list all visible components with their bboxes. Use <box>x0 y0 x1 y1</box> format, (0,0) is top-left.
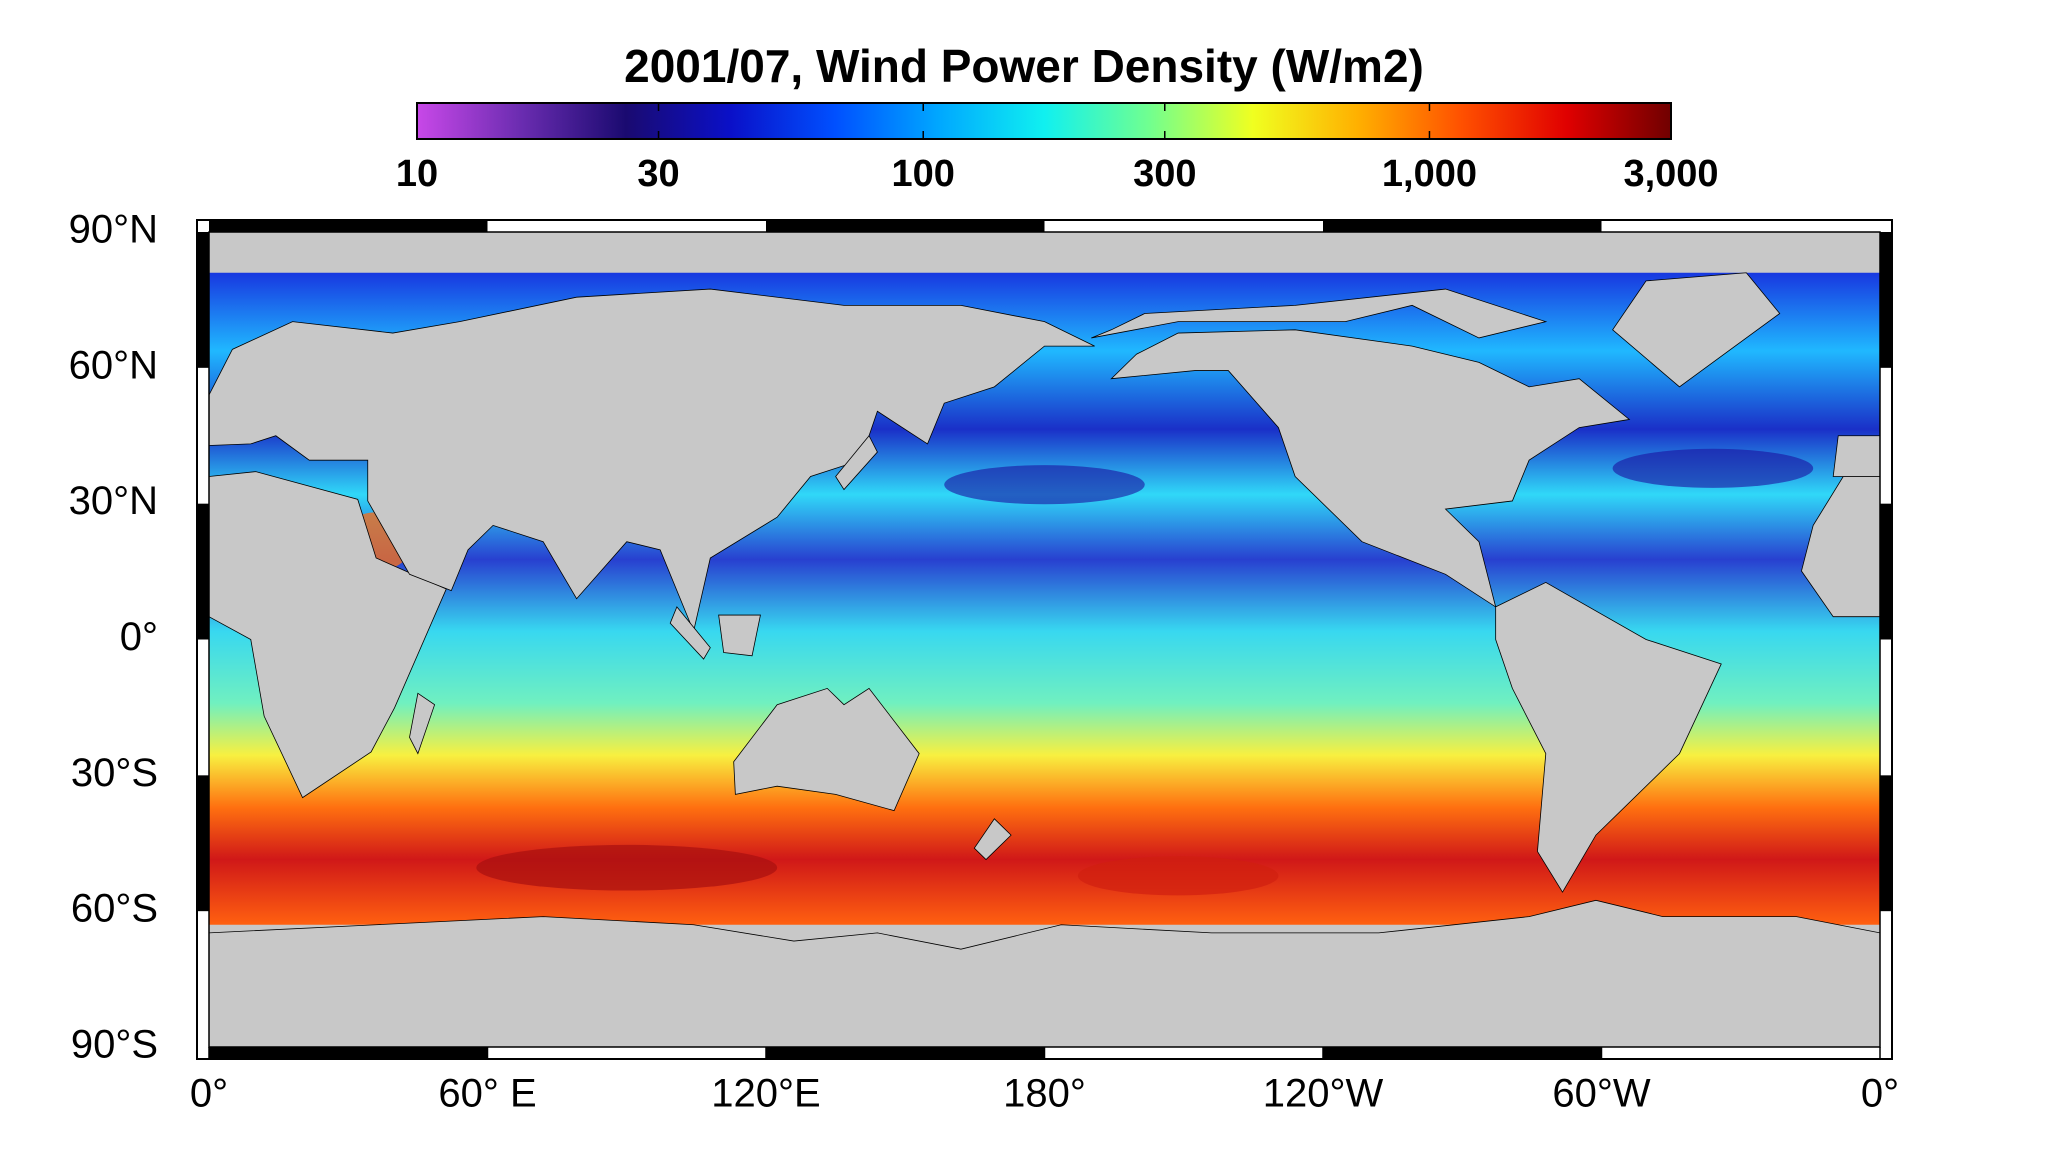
frame-segment <box>1880 503 1892 640</box>
colorbar: 10 30 100 300 1,000 3,000 <box>396 102 1719 195</box>
y-tick-label: 30°S <box>71 751 158 795</box>
map-frame: 0° 60° E 120°E 180° 120°W 60°W 0° 90°N 60°N 30°N 0… <box>69 208 1900 1116</box>
y-tick-label: 60°N <box>69 343 158 387</box>
colorbar-tick-label: 1,000 <box>1382 153 1477 195</box>
x-tick-label: 60° E <box>438 1072 536 1116</box>
y-tick-label: 90°S <box>71 1023 158 1067</box>
x-tick-label: 120°W <box>1263 1072 1384 1116</box>
y-tick-label: 90°N <box>69 208 158 252</box>
frame-segment <box>197 775 209 912</box>
frame-segment <box>1880 775 1892 912</box>
frame-segment <box>197 232 209 368</box>
y-tick-label: 0° <box>120 615 158 659</box>
x-tick-label: 0° <box>190 1072 228 1116</box>
colorbar-ramp <box>416 102 1672 140</box>
x-tick-label: 60°W <box>1552 1072 1650 1116</box>
y-tick-label: 60°S <box>71 887 158 931</box>
x-tick-label: 120°E <box>711 1072 820 1116</box>
colorbar-tick-label: 100 <box>892 153 955 195</box>
frame-segment <box>1880 232 1892 368</box>
x-tick-label: 180° <box>1003 1072 1086 1116</box>
frame-segment <box>766 220 1045 232</box>
frame-segment <box>197 503 209 640</box>
title: 2001/07, Wind Power Density (W/m2) <box>624 40 1424 92</box>
y-tick-label: 30°N <box>69 479 158 523</box>
frame-segment <box>209 1047 488 1059</box>
x-tick-label: 0° <box>1861 1072 1899 1116</box>
map-image <box>209 232 1880 1047</box>
frame-segment <box>1323 220 1602 232</box>
colorbar-tick-label: 3,000 <box>1623 153 1718 195</box>
frame-segment <box>209 220 488 232</box>
colorbar-tick-label: 30 <box>637 153 679 195</box>
frame-segment <box>1323 1047 1602 1059</box>
colorbar-tick-label: 10 <box>396 153 438 195</box>
frame-segment <box>766 1047 1045 1059</box>
colorbar-tick-label: 300 <box>1133 153 1196 195</box>
